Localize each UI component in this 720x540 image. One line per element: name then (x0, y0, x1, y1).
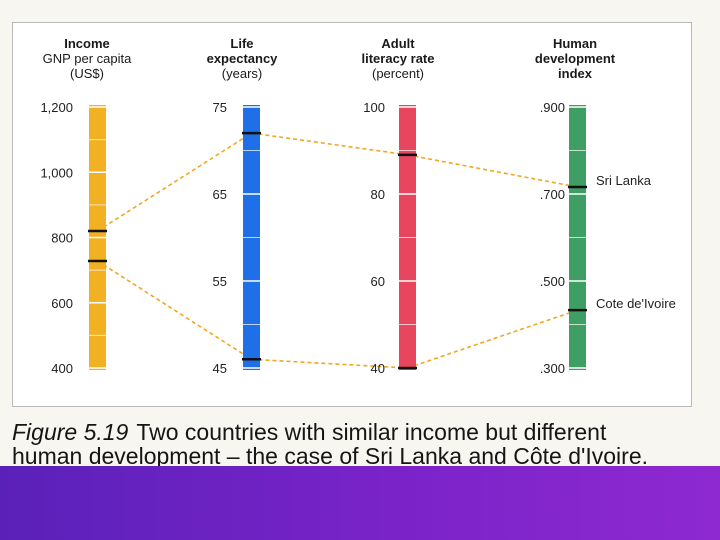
axis-0-tick-label-4: 400 (51, 361, 73, 376)
axis-1-tick-label-3: 45 (213, 361, 227, 376)
series-label-1: Cote de'Ivoire (596, 296, 676, 311)
axis-header-title-0: Income (64, 36, 110, 51)
series-line-1-seg-1 (251, 358, 408, 369)
axis-1-tick-label-0: 75 (213, 100, 227, 115)
axis-2-tick-label-2: 60 (371, 274, 385, 289)
axis-header-line-0-0: GNP per capita (42, 51, 132, 66)
axis-header-title-2: Adult (381, 36, 415, 51)
axis-0-tick-label-3: 600 (51, 296, 73, 311)
axis-header-line-1-1: (years) (221, 66, 263, 81)
axis-header-title-1: Life (230, 36, 254, 51)
slide-footer-band (0, 466, 720, 540)
axis-2-tick-label-3: 40 (371, 361, 385, 376)
axis-header-line-1-0: expectancy (206, 51, 278, 66)
series-label-0: Sri Lanka (596, 173, 652, 188)
axis-2-tick-label-0: 100 (363, 100, 385, 115)
series-line-0-seg-2 (407, 154, 578, 188)
axis-3-tick-label-3: .300 (540, 361, 565, 376)
caption-line-1: Two countries with similar income but di… (136, 419, 607, 445)
caption-line-2: human development – the case of Sri Lank… (12, 443, 649, 469)
series-line-1-seg-2 (407, 309, 578, 369)
axis-header-3: Human development index (535, 36, 615, 81)
axis-0-tick-label-0: 1,200 (40, 100, 73, 115)
axis-0-tick-label-1: 1,000 (40, 165, 73, 180)
series-line-1-seg-0 (97, 260, 252, 360)
axis-header-0: Income GNP per capita (US$) (43, 36, 132, 81)
axis-2-tick-label-1: 80 (371, 187, 385, 202)
series-line-0-seg-1 (251, 132, 408, 156)
axis-header-title-3: Human (552, 36, 598, 51)
series-line-0-seg-0 (97, 132, 252, 232)
figure-number: Figure 5.19 (12, 419, 129, 445)
figure-frame: 1,200 1,000 800 600 400 75 65 55 45 100 80 60 40 .900… (12, 22, 692, 407)
axis-1-tick-label-2: 55 (213, 274, 227, 289)
axis-header-2: Adult literacy rate (percent) (362, 36, 435, 81)
axis-header-1: Life expectancy (years) (207, 36, 278, 81)
axis-1-tick-label-1: 65 (213, 187, 227, 202)
axis-header-line-3-0: development (534, 51, 616, 66)
axis-header-line-3-1: index (558, 66, 592, 81)
axis-3-tick-label-1: .700 (540, 187, 565, 202)
parallel-axes-chart: 1,200 1,000 800 600 400 75 65 55 45 100 80 60 40 .900… (40, 100, 676, 376)
axis-header-line-2-0: literacy rate (361, 51, 435, 66)
figure-caption: Figure 5.19 Two countries with similar in… (12, 420, 712, 468)
axis-header-line-2-1: (percent) (371, 66, 425, 81)
axis-header-line-0-1: (US$) (70, 66, 104, 81)
axis-3-tick-label-0: .900 (540, 100, 565, 115)
axis-3-tick-label-2: .500 (540, 274, 565, 289)
axis-0-tick-label-2: 800 (51, 231, 73, 246)
